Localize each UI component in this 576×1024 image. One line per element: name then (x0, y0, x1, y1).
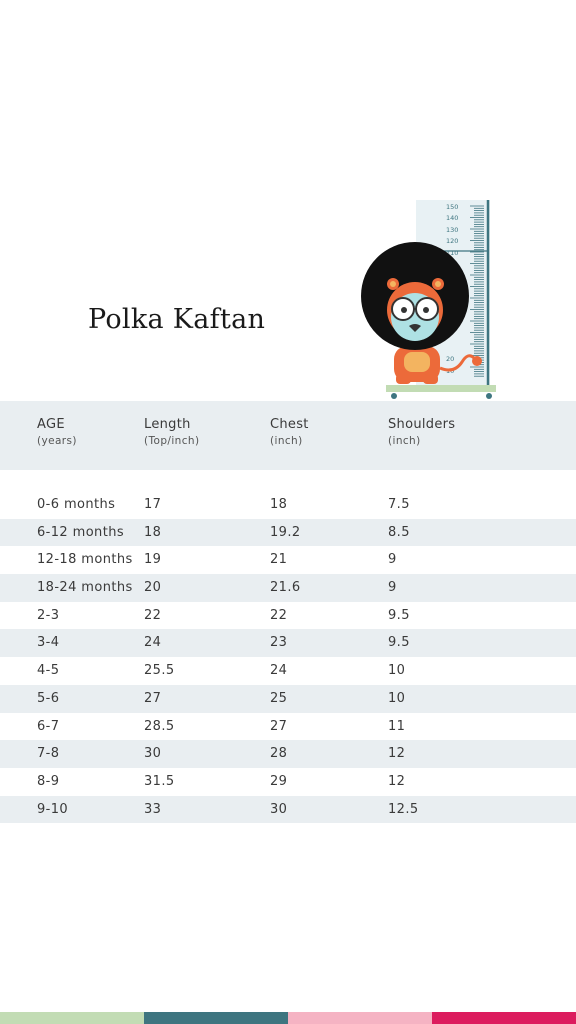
table-row: 5-6 27 25 10 (0, 684, 576, 713)
product-title: Polka Kaftan (88, 304, 266, 335)
table-row: 4-5 25.5 24 10 (0, 657, 576, 685)
ruler-tick-label: 20 (446, 355, 454, 363)
cell-age: 8-9 (37, 773, 60, 789)
cell-shoulders: 10 (388, 690, 406, 706)
cell-chest: 18 (270, 497, 288, 512)
table-row: 7-8 30 28 12 (0, 740, 576, 768)
table-row: 3-4 24 23 9.5 (0, 629, 576, 658)
cell-chest: 21 (270, 552, 288, 568)
cell-age: 7-8 (37, 746, 60, 762)
cell-shoulders: 9.5 (388, 607, 410, 623)
footer-segment-magenta (432, 1012, 576, 1024)
table-row: 6-7 28.5 27 11 (0, 713, 576, 741)
table-row: 8-9 31.5 29 12 (0, 768, 576, 796)
cell-age: 18-24 months (37, 580, 133, 596)
cell-shoulders: 9 (388, 552, 397, 568)
cell-shoulders: 11 (388, 718, 406, 734)
ruler-tick-label: 130 (446, 226, 458, 234)
header-age: AGE (years) (37, 417, 77, 447)
header-shoulders: Shoulders (inch) (388, 417, 456, 447)
cell-chest: 21.6 (270, 580, 301, 596)
cell-age: 4-5 (37, 663, 60, 679)
cell-chest: 28 (270, 746, 288, 762)
header-chest: Chest (inch) (270, 417, 309, 447)
ruler-tick-label: 150 (446, 203, 458, 211)
cell-age: 6-7 (37, 718, 60, 734)
cell-age: 9-10 (37, 801, 69, 817)
cell-shoulders: 12 (388, 746, 406, 762)
footer-color-bar (0, 1012, 576, 1024)
ruler-tick-label: 140 (446, 214, 458, 222)
cell-age: 5-6 (37, 690, 60, 706)
cell-length: 25.5 (144, 663, 175, 679)
header-length: Length (Top/inch) (144, 417, 200, 447)
footer-segment-teal (144, 1012, 288, 1024)
cell-chest: 29 (270, 773, 288, 789)
cell-chest: 25 (270, 690, 288, 706)
cell-length: 20 (144, 580, 162, 596)
cell-shoulders: 10 (388, 663, 406, 679)
table-row: 12-18 months 19 21 9 (0, 546, 576, 574)
cell-shoulders: 12 (388, 773, 406, 789)
ruler-tick-label: 110 (446, 249, 458, 257)
cell-length: 30 (144, 746, 162, 762)
ruler-tick-label: 120 (446, 237, 458, 245)
table-row: 0-6 months 17 18 7.5 (0, 491, 576, 519)
cell-length: 18 (144, 524, 162, 540)
table-header-band (0, 401, 576, 470)
cell-length: 19 (144, 552, 162, 568)
cell-length: 22 (144, 607, 162, 623)
cell-length: 17 (144, 497, 162, 512)
cell-age: 6-12 months (37, 524, 125, 540)
table-row: 2-3 22 22 9.5 (0, 602, 576, 630)
cell-age: 12-18 months (37, 552, 133, 568)
cell-chest: 19.2 (270, 524, 301, 540)
cell-shoulders: 9 (388, 580, 397, 596)
footer-segment-pink (288, 1012, 432, 1024)
table-row: 6-12 months 18 19.2 8.5 (0, 518, 576, 547)
footer-segment-green (0, 1012, 144, 1024)
cell-shoulders: 9.5 (388, 635, 410, 651)
size-table-body: 0-6 months 17 18 7.5 6-12 months 18 19.2 8.5 12-… (0, 491, 576, 824)
cell-chest: 23 (270, 635, 288, 651)
cell-chest: 22 (270, 607, 288, 623)
cell-chest: 30 (270, 801, 288, 817)
cell-length: 24 (144, 635, 162, 651)
cell-shoulders: 12.5 (388, 801, 419, 817)
cell-length: 33 (144, 801, 162, 817)
cell-age: 2-3 (37, 607, 60, 623)
table-row: 9-10 33 30 12.5 (0, 795, 576, 824)
cell-length: 31.5 (144, 773, 175, 789)
table-row: 18-24 months 20 21.6 9 (0, 574, 576, 602)
cell-shoulders: 8.5 (388, 524, 410, 540)
cell-length: 28.5 (144, 718, 175, 734)
cell-shoulders: 7.5 (388, 497, 410, 512)
cell-chest: 24 (270, 663, 288, 679)
cell-age: 0-6 months (37, 497, 116, 512)
cell-chest: 27 (270, 718, 288, 734)
cell-age: 3-4 (37, 635, 60, 651)
cell-length: 27 (144, 690, 162, 706)
